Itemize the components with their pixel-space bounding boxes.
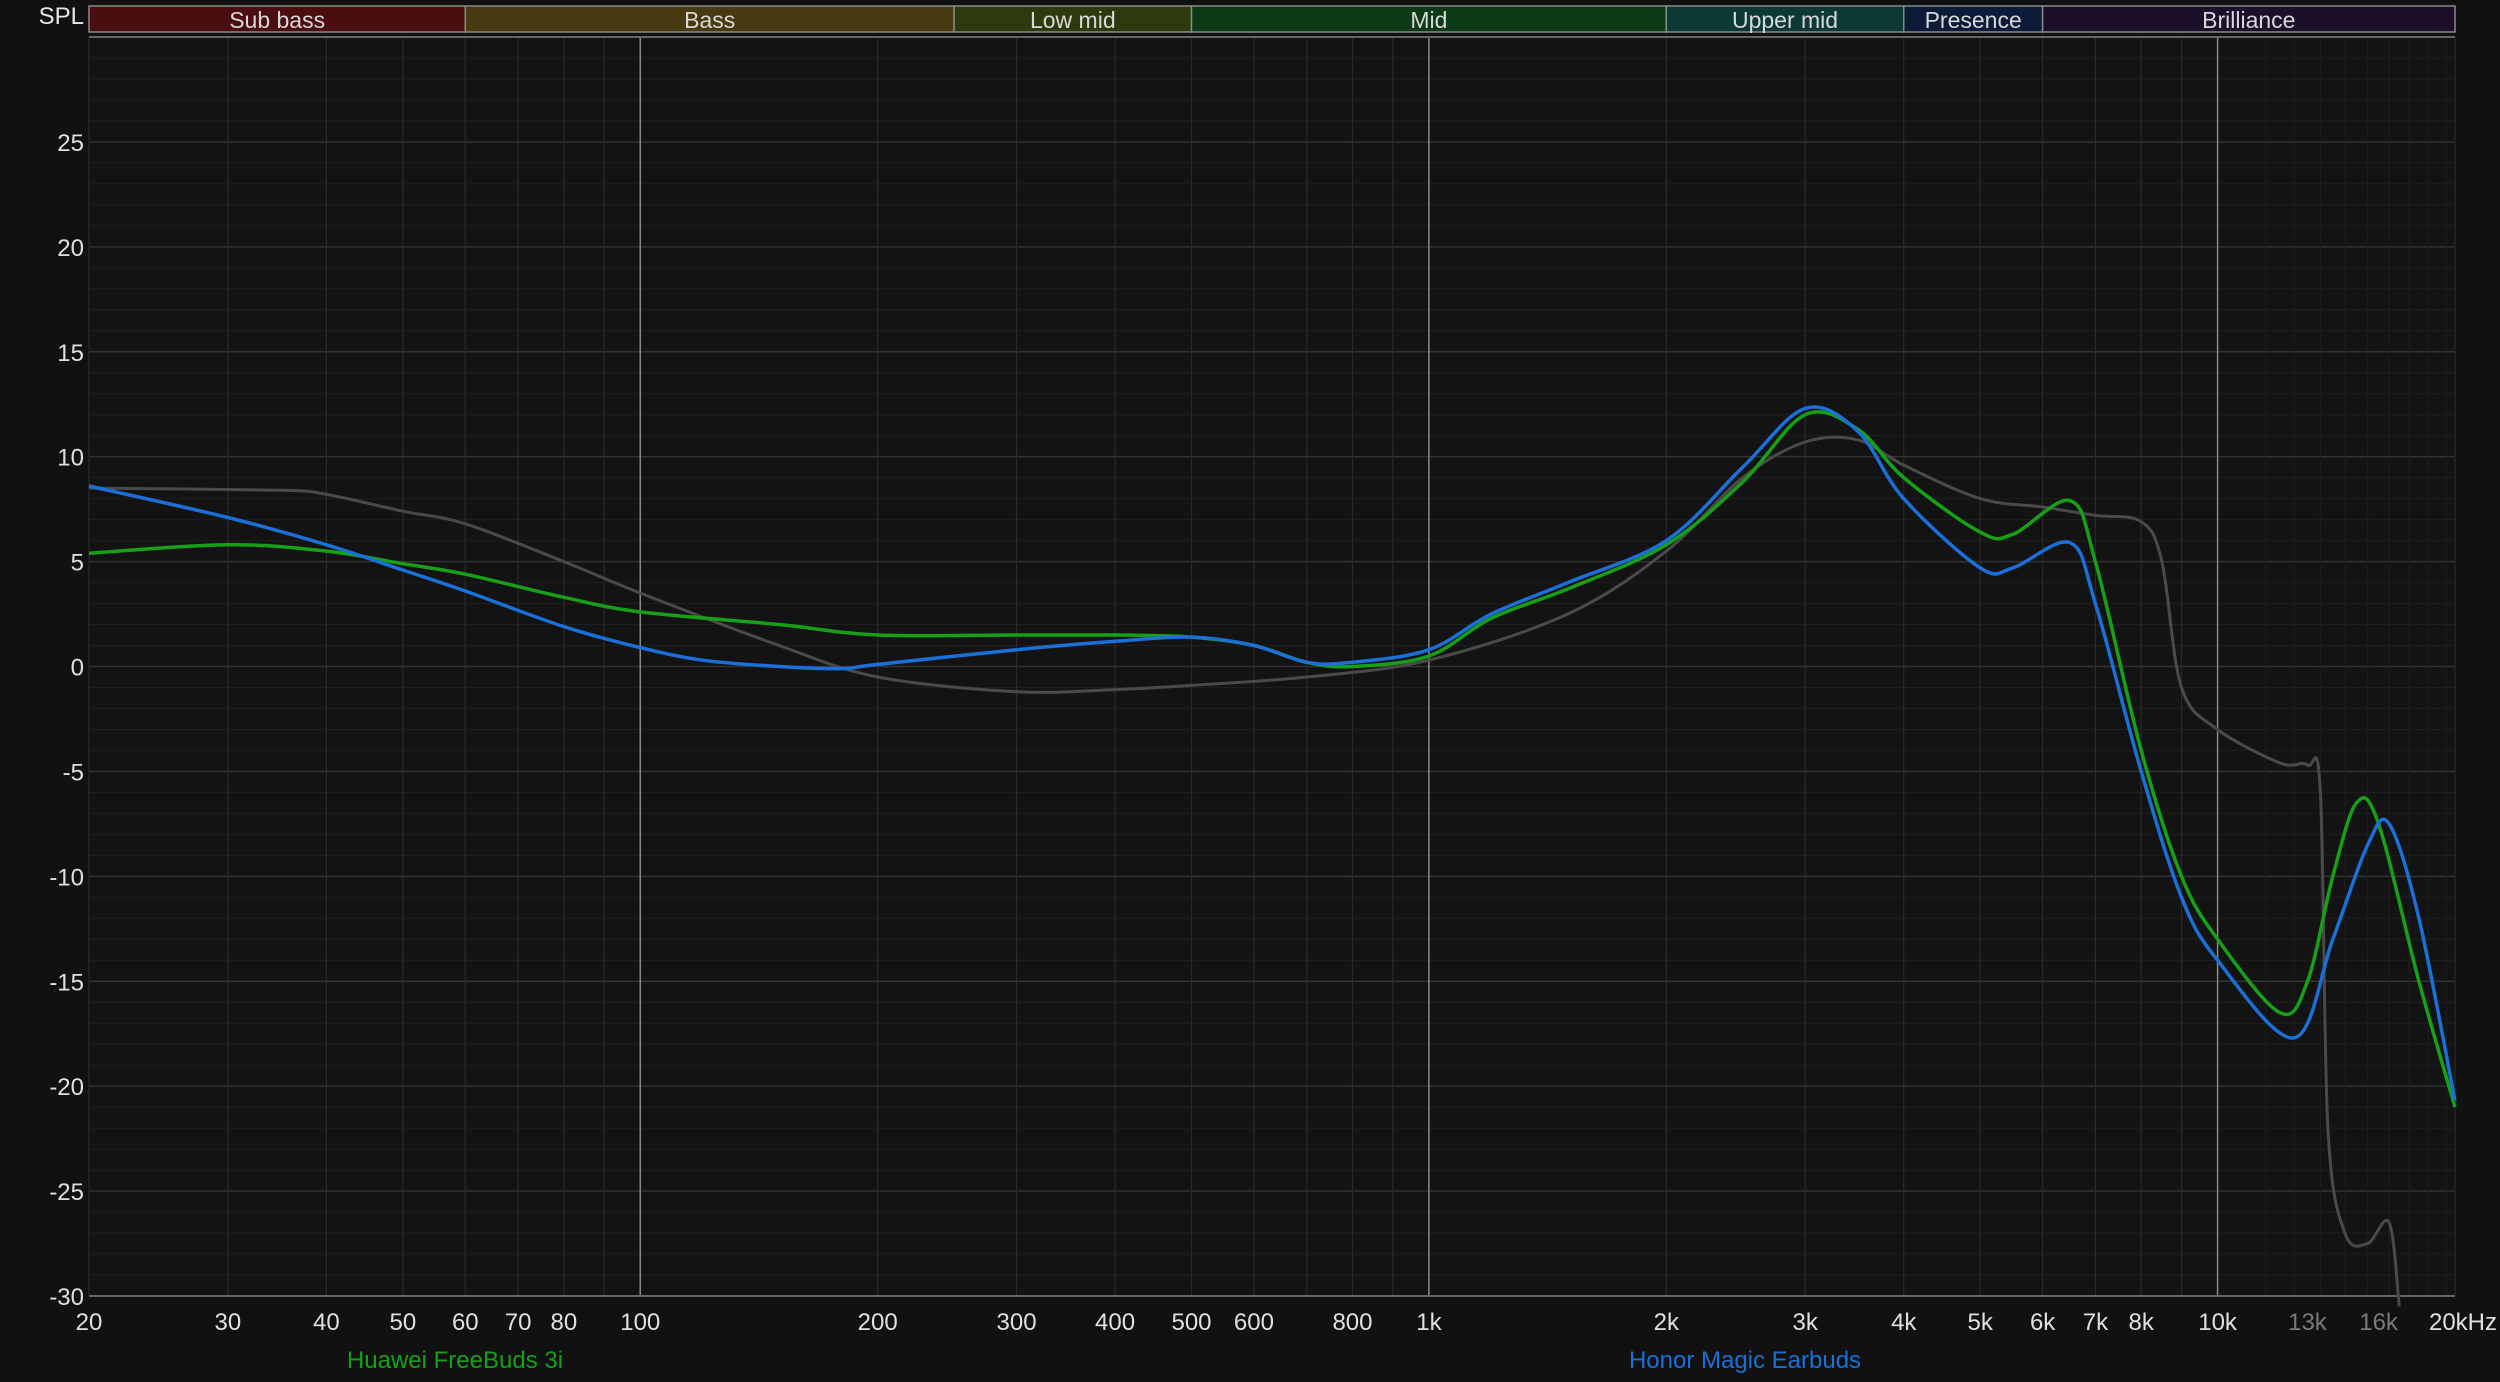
x-tick-label: 8k <box>2128 1309 2154 1336</box>
band-label: Mid <box>1410 7 1447 33</box>
legend: Huawei FreeBuds 3i Honor Magic Earbuds <box>347 1347 1861 1374</box>
x-axis-ticks: 20 30 40 50 60 70 80 100 200 300 400 500 600 800 1k 2k 3… <box>76 1309 2497 1336</box>
grid <box>88 36 2456 1297</box>
x-tick-label: 1k <box>1416 1309 1442 1336</box>
band-brilliance <box>2041 5 2456 33</box>
y-tick-label: 15 <box>57 340 84 367</box>
y-tick-label: 0 <box>71 655 84 682</box>
y-axis-label: SPL <box>39 3 84 30</box>
y-tick-label: -15 <box>49 969 84 996</box>
x-tick-label: 16k <box>2359 1309 2399 1336</box>
x-tick-label: 50 <box>389 1309 416 1336</box>
curve-huawei-freebuds-3i <box>88 410 2457 1108</box>
legend-entry: Huawei FreeBuds 3i <box>347 1347 563 1374</box>
frequency-bands: Sub bass Bass Low mid Mid Upper mid Presence B… <box>88 5 2456 33</box>
y-tick-label: 5 <box>71 550 84 577</box>
x-tick-label: 80 <box>550 1309 577 1336</box>
x-tick-label: 2k <box>1654 1309 1680 1336</box>
y-tick-label: -10 <box>49 864 84 891</box>
y-axis-ticks: 25 20 15 10 5 0 -5 -10 -15 -20 -25 -30 <box>49 130 84 1311</box>
x-tick-label: 300 <box>997 1309 1037 1336</box>
x-tick-label: 400 <box>1095 1309 1135 1336</box>
x-tick-label: 6k <box>2030 1309 2056 1336</box>
legend-entry: Honor Magic Earbuds <box>1629 1347 1861 1374</box>
y-tick-label: -5 <box>63 759 84 786</box>
band-presence <box>1902 5 2044 33</box>
x-tick-label: 7k <box>2083 1309 2109 1336</box>
x-tick-label: 70 <box>505 1309 532 1336</box>
y-tick-label: -30 <box>49 1284 84 1311</box>
band-label: Bass <box>684 7 735 33</box>
curve-honor-magic-earbuds <box>88 405 2457 1102</box>
band-label: Upper mid <box>1732 7 1838 33</box>
y-tick-label: -25 <box>49 1179 84 1206</box>
x-tick-label: 4k <box>1891 1309 1917 1336</box>
x-tick-label: 13k <box>2288 1309 2328 1336</box>
x-tick-label: 60 <box>452 1309 479 1336</box>
band-bass <box>464 5 955 33</box>
band-label: Sub bass <box>229 7 325 33</box>
y-tick-label: 25 <box>57 130 84 157</box>
curve-target <box>88 435 2401 1307</box>
band-sub-bass <box>88 5 467 33</box>
x-tick-label: 10k <box>2198 1309 2238 1336</box>
x-tick-label: 500 <box>1171 1309 1211 1336</box>
x-tick-label: 20kHz <box>2429 1309 2497 1336</box>
x-tick-label: 600 <box>1234 1309 1274 1336</box>
x-tick-label: 100 <box>620 1309 660 1336</box>
x-tick-label: 3k <box>1793 1309 1819 1336</box>
y-tick-label: 20 <box>57 235 84 262</box>
band-upper-mid <box>1665 5 1905 33</box>
x-tick-label: 40 <box>313 1309 340 1336</box>
y-tick-label: -20 <box>49 1074 84 1101</box>
band-label: Presence <box>1925 7 2022 33</box>
band-label: Brilliance <box>2202 7 2295 33</box>
band-label: Low mid <box>1030 7 1116 33</box>
band-low-mid <box>953 5 1193 33</box>
x-tick-label: 800 <box>1332 1309 1372 1336</box>
x-tick-label: 30 <box>215 1309 242 1336</box>
y-tick-label: 10 <box>57 445 84 472</box>
x-tick-label: 5k <box>1967 1309 1993 1336</box>
x-tick-label: 200 <box>858 1309 898 1336</box>
x-tick-label: 20 <box>76 1309 103 1336</box>
curves <box>88 405 2457 1307</box>
